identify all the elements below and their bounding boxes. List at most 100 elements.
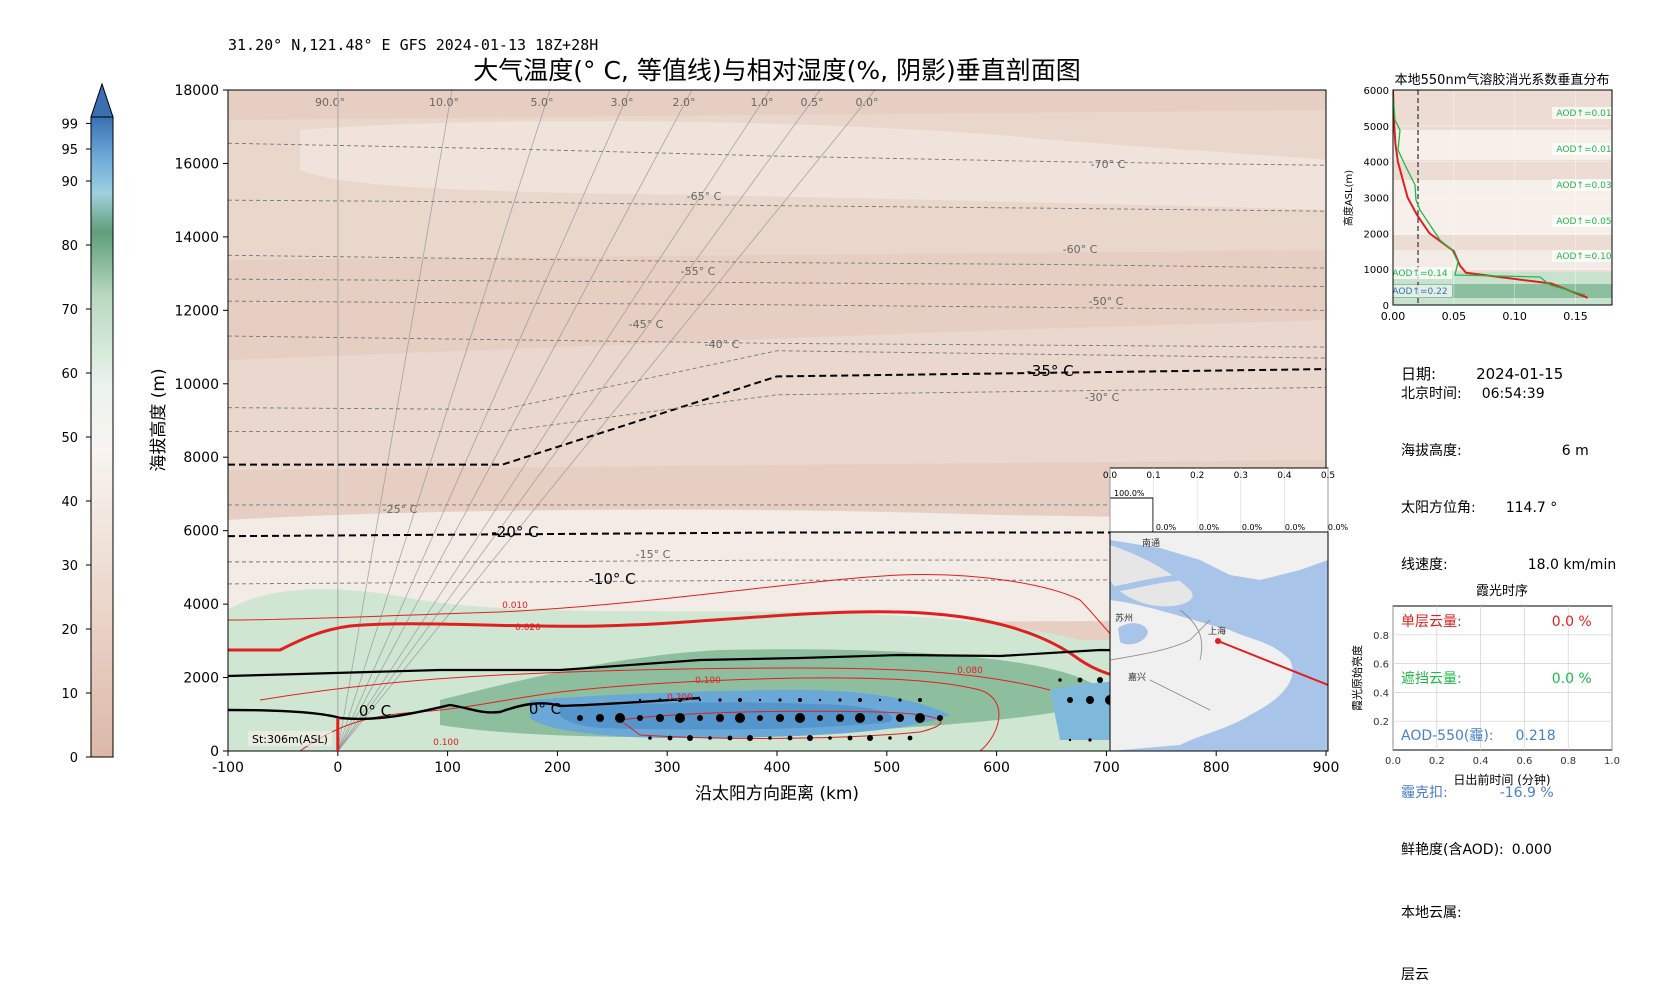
- main-xtick-label: -100: [212, 760, 244, 776]
- precip-dot: [918, 698, 922, 702]
- precip-dot: [699, 699, 701, 701]
- precip-dot: [1088, 738, 1091, 741]
- main-xtick-label: 800: [1203, 760, 1230, 776]
- precip-dot: [908, 736, 913, 741]
- solar-angle-label: 0.0°: [856, 96, 879, 109]
- inset-bar-xtick: 0.3: [1234, 471, 1248, 481]
- colorbar-tick-label: 50: [61, 431, 78, 446]
- precip-dot: [836, 714, 844, 722]
- isotherm-label: -35° C: [1026, 362, 1073, 380]
- info-time-label: 北京时间:: [1401, 386, 1462, 402]
- colorbar-tick-label: 60: [61, 367, 78, 382]
- solar-angle-label: 2.0°: [673, 96, 696, 109]
- map-station-marker: [1215, 638, 1221, 644]
- main-ytick-label: 16000: [174, 156, 219, 172]
- chart-subtitle: 31.20° N,121.48° E GFS 2024-01-13 18Z+28…: [228, 36, 598, 54]
- main-xtick-label: 0: [333, 760, 342, 776]
- precip-dot: [858, 698, 862, 702]
- aod-ytick: 5000: [1364, 122, 1389, 133]
- aod-profile-panel: 本地550nm气溶胶消光系数垂直分布 AOD↑=0.01AOD↑=0.01AOD…: [1342, 72, 1616, 323]
- isotherm-label: -30° C: [1085, 391, 1120, 404]
- aod-layer-label: AOD↑=0.14: [1392, 269, 1447, 279]
- main-xlabel: 沿太阳方向距离 (km): [695, 784, 859, 804]
- aod-ytick: 2000: [1364, 229, 1389, 240]
- map-city-shanghai: 上海: [1208, 625, 1226, 637]
- main-xtick-label: 700: [1093, 760, 1120, 776]
- colorbar-tick-label: 10: [61, 687, 78, 702]
- isotherm-label: -25° C: [383, 503, 418, 516]
- precip-dot: [656, 714, 664, 722]
- colorbar-tick-label: 90: [61, 175, 78, 190]
- timeseries-ytick: 0.8: [1373, 631, 1389, 642]
- aod-layer-label: AOD↑=0.01: [1556, 109, 1611, 119]
- precip-dot: [1086, 696, 1094, 704]
- aod-contour-label: 0.100: [433, 738, 459, 748]
- main-ytick-label: 0: [210, 744, 219, 760]
- inset-bar-xtick: 0.1: [1146, 471, 1160, 481]
- isotherm-label: -10° C: [588, 570, 635, 588]
- precip-dot: [648, 736, 652, 740]
- info-single-cloud-value: 0.0 %: [1552, 614, 1592, 630]
- map-city-nantong: 南通: [1142, 537, 1160, 549]
- precip-dot: [1058, 678, 1062, 682]
- colorbar-tick-label: 40: [61, 495, 78, 510]
- aod-xtick: 0.15: [1563, 310, 1588, 323]
- colorbar-gradient: [91, 117, 113, 757]
- info-single-cloud-label: 单层云量:: [1401, 614, 1462, 630]
- main-ytick-label: 8000: [183, 450, 219, 466]
- inset-bar-fill: [1110, 498, 1153, 532]
- precip-dot: [716, 714, 724, 722]
- info-alt-value: 6 m: [1562, 443, 1589, 459]
- precip-dot: [1097, 677, 1103, 683]
- precip-dot: [639, 699, 641, 701]
- info-vivid-label: 鲜艳度(含AOD):: [1401, 842, 1504, 858]
- isotherm-label: -45° C: [629, 318, 664, 331]
- precip-dot: [817, 715, 823, 721]
- isotherm-label: -50° C: [1089, 295, 1124, 308]
- precip-dot: [915, 713, 925, 723]
- info-cloud-type-value: 层云: [1401, 967, 1429, 983]
- solar-angle-label: 5.0°: [531, 96, 554, 109]
- precip-dot: [697, 715, 703, 721]
- main-ytick-label: 6000: [183, 524, 219, 540]
- inset-bar-xtick: 0.2: [1190, 471, 1204, 481]
- precip-dot: [896, 714, 904, 722]
- isotherm-label: -55° C: [681, 265, 716, 278]
- isotherm-label: -20° C: [491, 523, 538, 541]
- solar-angle-label: 90.0°: [315, 96, 345, 109]
- precip-dot: [828, 736, 832, 740]
- aod-title: 本地550nm气溶胶消光系数垂直分布: [1395, 72, 1610, 88]
- colorbar-extend-arrow: [91, 84, 113, 117]
- precip-dot: [1078, 678, 1083, 683]
- precip-dot: [637, 715, 643, 721]
- main-ytick-label: 2000: [183, 671, 219, 687]
- isotherm-label: -65° C: [687, 190, 722, 203]
- precip-dot: [687, 735, 693, 741]
- info-haze-value: -16.9 %: [1500, 785, 1554, 801]
- info-speed-value: 18.0 km/min: [1528, 557, 1616, 573]
- info-rows: 北京时间:06:54:39 海拔高度:6 m 太阳方位角:114.7 ° 线速度…: [1401, 347, 1616, 1004]
- main-ytick-label: 10000: [174, 377, 219, 393]
- aod-contour-label: 0.100: [695, 676, 721, 686]
- main-xtick-label: 600: [983, 760, 1010, 776]
- main-ytick-label: 18000: [174, 83, 219, 99]
- aod-ylabel: 高度ASL(m): [1342, 170, 1355, 226]
- map-panel: 南通 苏州 上海 嘉兴: [1110, 532, 1328, 751]
- isotherm-label: -60° C: [1063, 243, 1098, 256]
- precip-dot: [798, 698, 802, 702]
- inset-bar-xtick: 0.4: [1277, 471, 1292, 481]
- solar-angle-label: 1.0°: [751, 96, 774, 109]
- timeseries-xtick: 0.0: [1385, 756, 1401, 767]
- solar-angle-label: 0.5°: [801, 96, 824, 109]
- main-ytick-label: 4000: [183, 597, 219, 613]
- info-haze-label: 霾克扣:: [1401, 785, 1448, 801]
- inset-bar-zero-label: 0.0%: [1156, 523, 1177, 532]
- info-aod-label: AOD-550(霾):: [1401, 728, 1494, 744]
- precip-dot: [867, 735, 873, 741]
- aod-ytick: 0: [1383, 301, 1389, 312]
- info-azimuth-label: 太阳方位角:: [1401, 500, 1476, 516]
- precip-dot: [1069, 739, 1071, 741]
- precip-dot: [879, 699, 881, 701]
- precip-dot: [615, 713, 625, 723]
